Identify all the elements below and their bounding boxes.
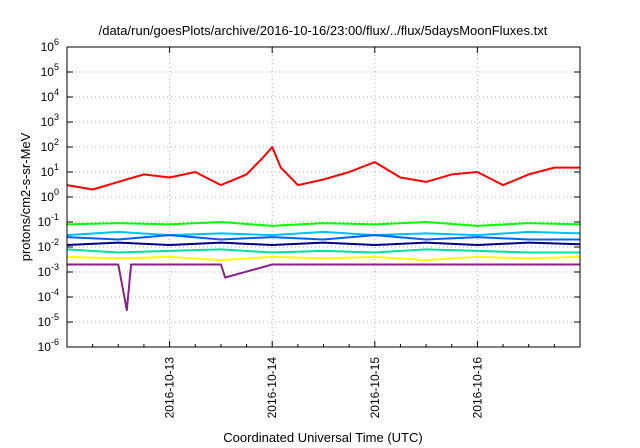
y-tick-label: 103 [41,112,59,129]
plot-frame [66,46,581,348]
y-tick-exponent: 2 [54,137,59,147]
y-tick-exponent: -6 [51,337,59,347]
x-tick-labels: 2016-10-13 2016-10-14 2016-10-15 2016-10-16 [163,357,485,419]
y-tick-base: 10 [41,65,55,79]
y-tick-exponent: -5 [51,312,59,322]
series-line-2 [66,221,581,227]
y-tick-label: 10-1 [38,212,59,229]
series-line-4 [66,234,580,241]
y-tick-exponent: 6 [54,37,59,47]
x-tick-label: 2016-10-14 [265,357,279,419]
y-tick-exponent: 0 [54,187,59,197]
series-line-1 [66,146,580,191]
y-tick-base: 10 [38,290,52,304]
y-tick-label: 102 [41,137,59,154]
chart-title: /data/run/goesPlots/archive/2016-10-16/2… [99,23,548,38]
y-tick-base: 10 [38,340,52,354]
y-axis-label: protons/cm2-s-sr-MeV [18,132,33,261]
y-tick-base: 10 [38,315,52,329]
y-tick-exponent: -2 [51,237,59,247]
y-tick-base: 10 [38,215,52,229]
x-axis-label: Coordinated Universal Time (UTC) [223,430,422,445]
y-tick-label: 104 [41,87,59,104]
y-tick-label: 10-3 [38,262,59,279]
data-series [66,146,581,312]
y-tick-base: 10 [41,40,55,54]
y-tick-exponent: 3 [54,112,59,122]
y-tick-exponent: 5 [54,62,59,72]
y-tick-exponent: -4 [51,287,59,297]
grid-lines [67,46,580,348]
y-tick-label: 105 [41,62,59,79]
y-tick-label: 10-2 [38,237,59,254]
x-tick-label: 2016-10-13 [163,357,177,419]
series-line-7 [66,255,581,262]
y-tick-base: 10 [41,115,55,129]
y-tick-exponent: 4 [54,87,59,97]
series-line-3 [66,230,581,237]
y-tick-label: 100 [41,187,59,204]
y-tick-labels: 10610510410310210110010-110-210-310-410-… [38,37,59,354]
y-tick-base: 10 [41,190,55,204]
y-tick-base: 10 [41,90,55,104]
y-tick-exponent: 1 [54,162,59,172]
series-line-6 [66,248,580,254]
y-tick-base: 10 [38,265,52,279]
series-line-8 [67,263,580,312]
y-tick-label: 106 [41,37,59,54]
y-tick-base: 10 [41,165,55,179]
series-line-5 [66,241,581,246]
y-tick-base: 10 [41,140,55,154]
y-tick-base: 10 [38,240,52,254]
y-tick-label: 10-6 [38,337,59,354]
x-tick-label: 2016-10-15 [368,357,382,419]
y-tick-exponent: -3 [51,262,59,272]
x-tick-label: 2016-10-16 [470,357,484,419]
y-tick-label: 10-4 [38,287,59,304]
y-tick-label: 101 [41,162,59,179]
y-tick-exponent: -1 [51,212,59,222]
y-tick-label: 10-5 [38,312,59,329]
